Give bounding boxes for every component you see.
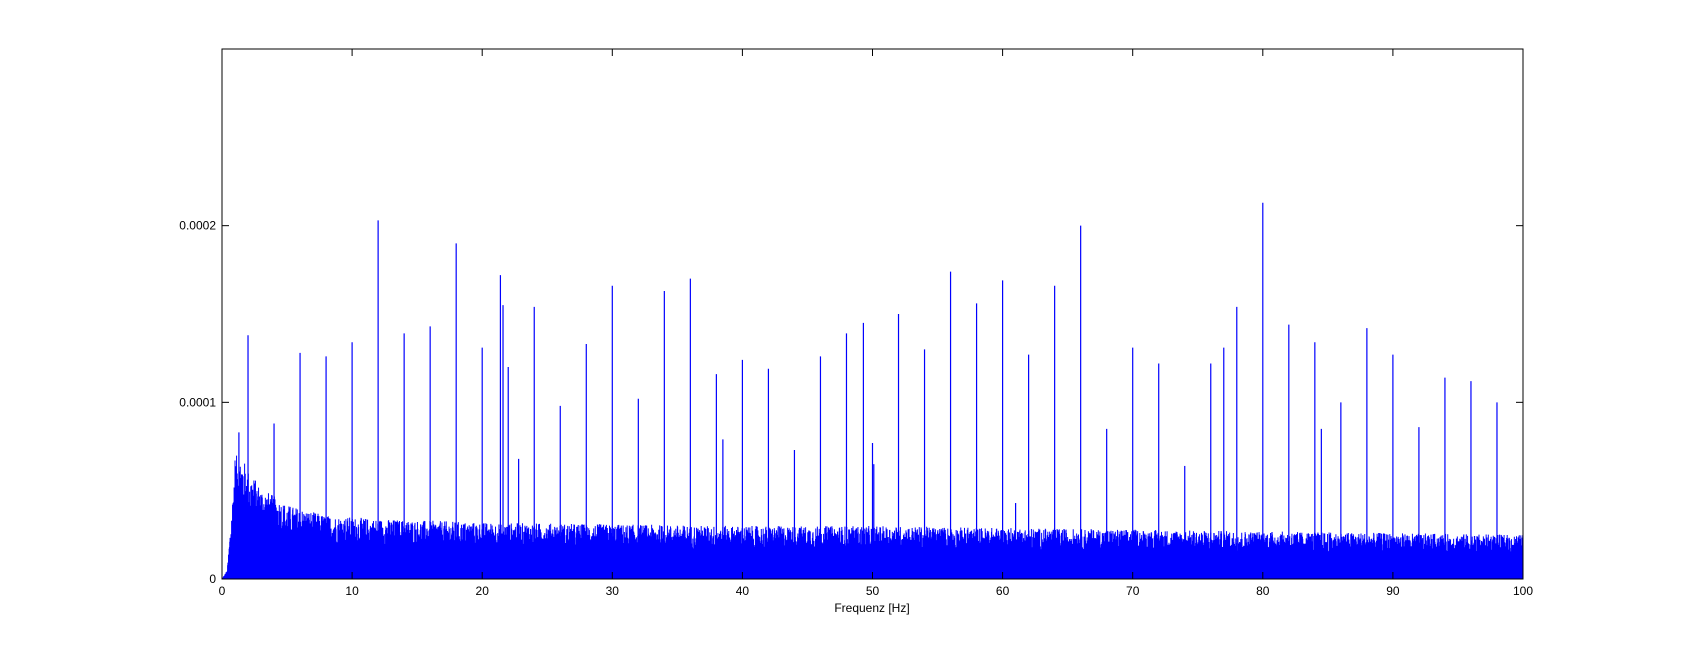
- x-tick-label: 70: [1126, 584, 1140, 598]
- x-tick-label: 60: [996, 584, 1010, 598]
- y-tick-label: 0.0001: [179, 395, 216, 409]
- axis-ticks: 0 10 20 30 40 50 60 70 80 90 100 0 0.0001 0.0002: [179, 49, 1533, 598]
- x-tick-label: 10: [345, 584, 359, 598]
- x-tick-label: 50: [866, 584, 880, 598]
- x-tick-label: 0: [219, 584, 226, 598]
- x-tick-label: 100: [1513, 584, 1533, 598]
- x-tick-label: 80: [1256, 584, 1270, 598]
- noise-floor-series: [221, 455, 1524, 579]
- x-tick-label: 20: [476, 584, 490, 598]
- x-tick-label: 90: [1386, 584, 1400, 598]
- x-axis-label: Frequenz [Hz]: [834, 601, 909, 615]
- peak-series: [238, 202, 1498, 579]
- y-tick-label: 0: [209, 572, 216, 586]
- x-tick-label: 30: [606, 584, 620, 598]
- noise-floor-fill: [222, 523, 1523, 579]
- y-tick-label: 0.0002: [179, 219, 216, 233]
- x-tick-label: 40: [736, 584, 750, 598]
